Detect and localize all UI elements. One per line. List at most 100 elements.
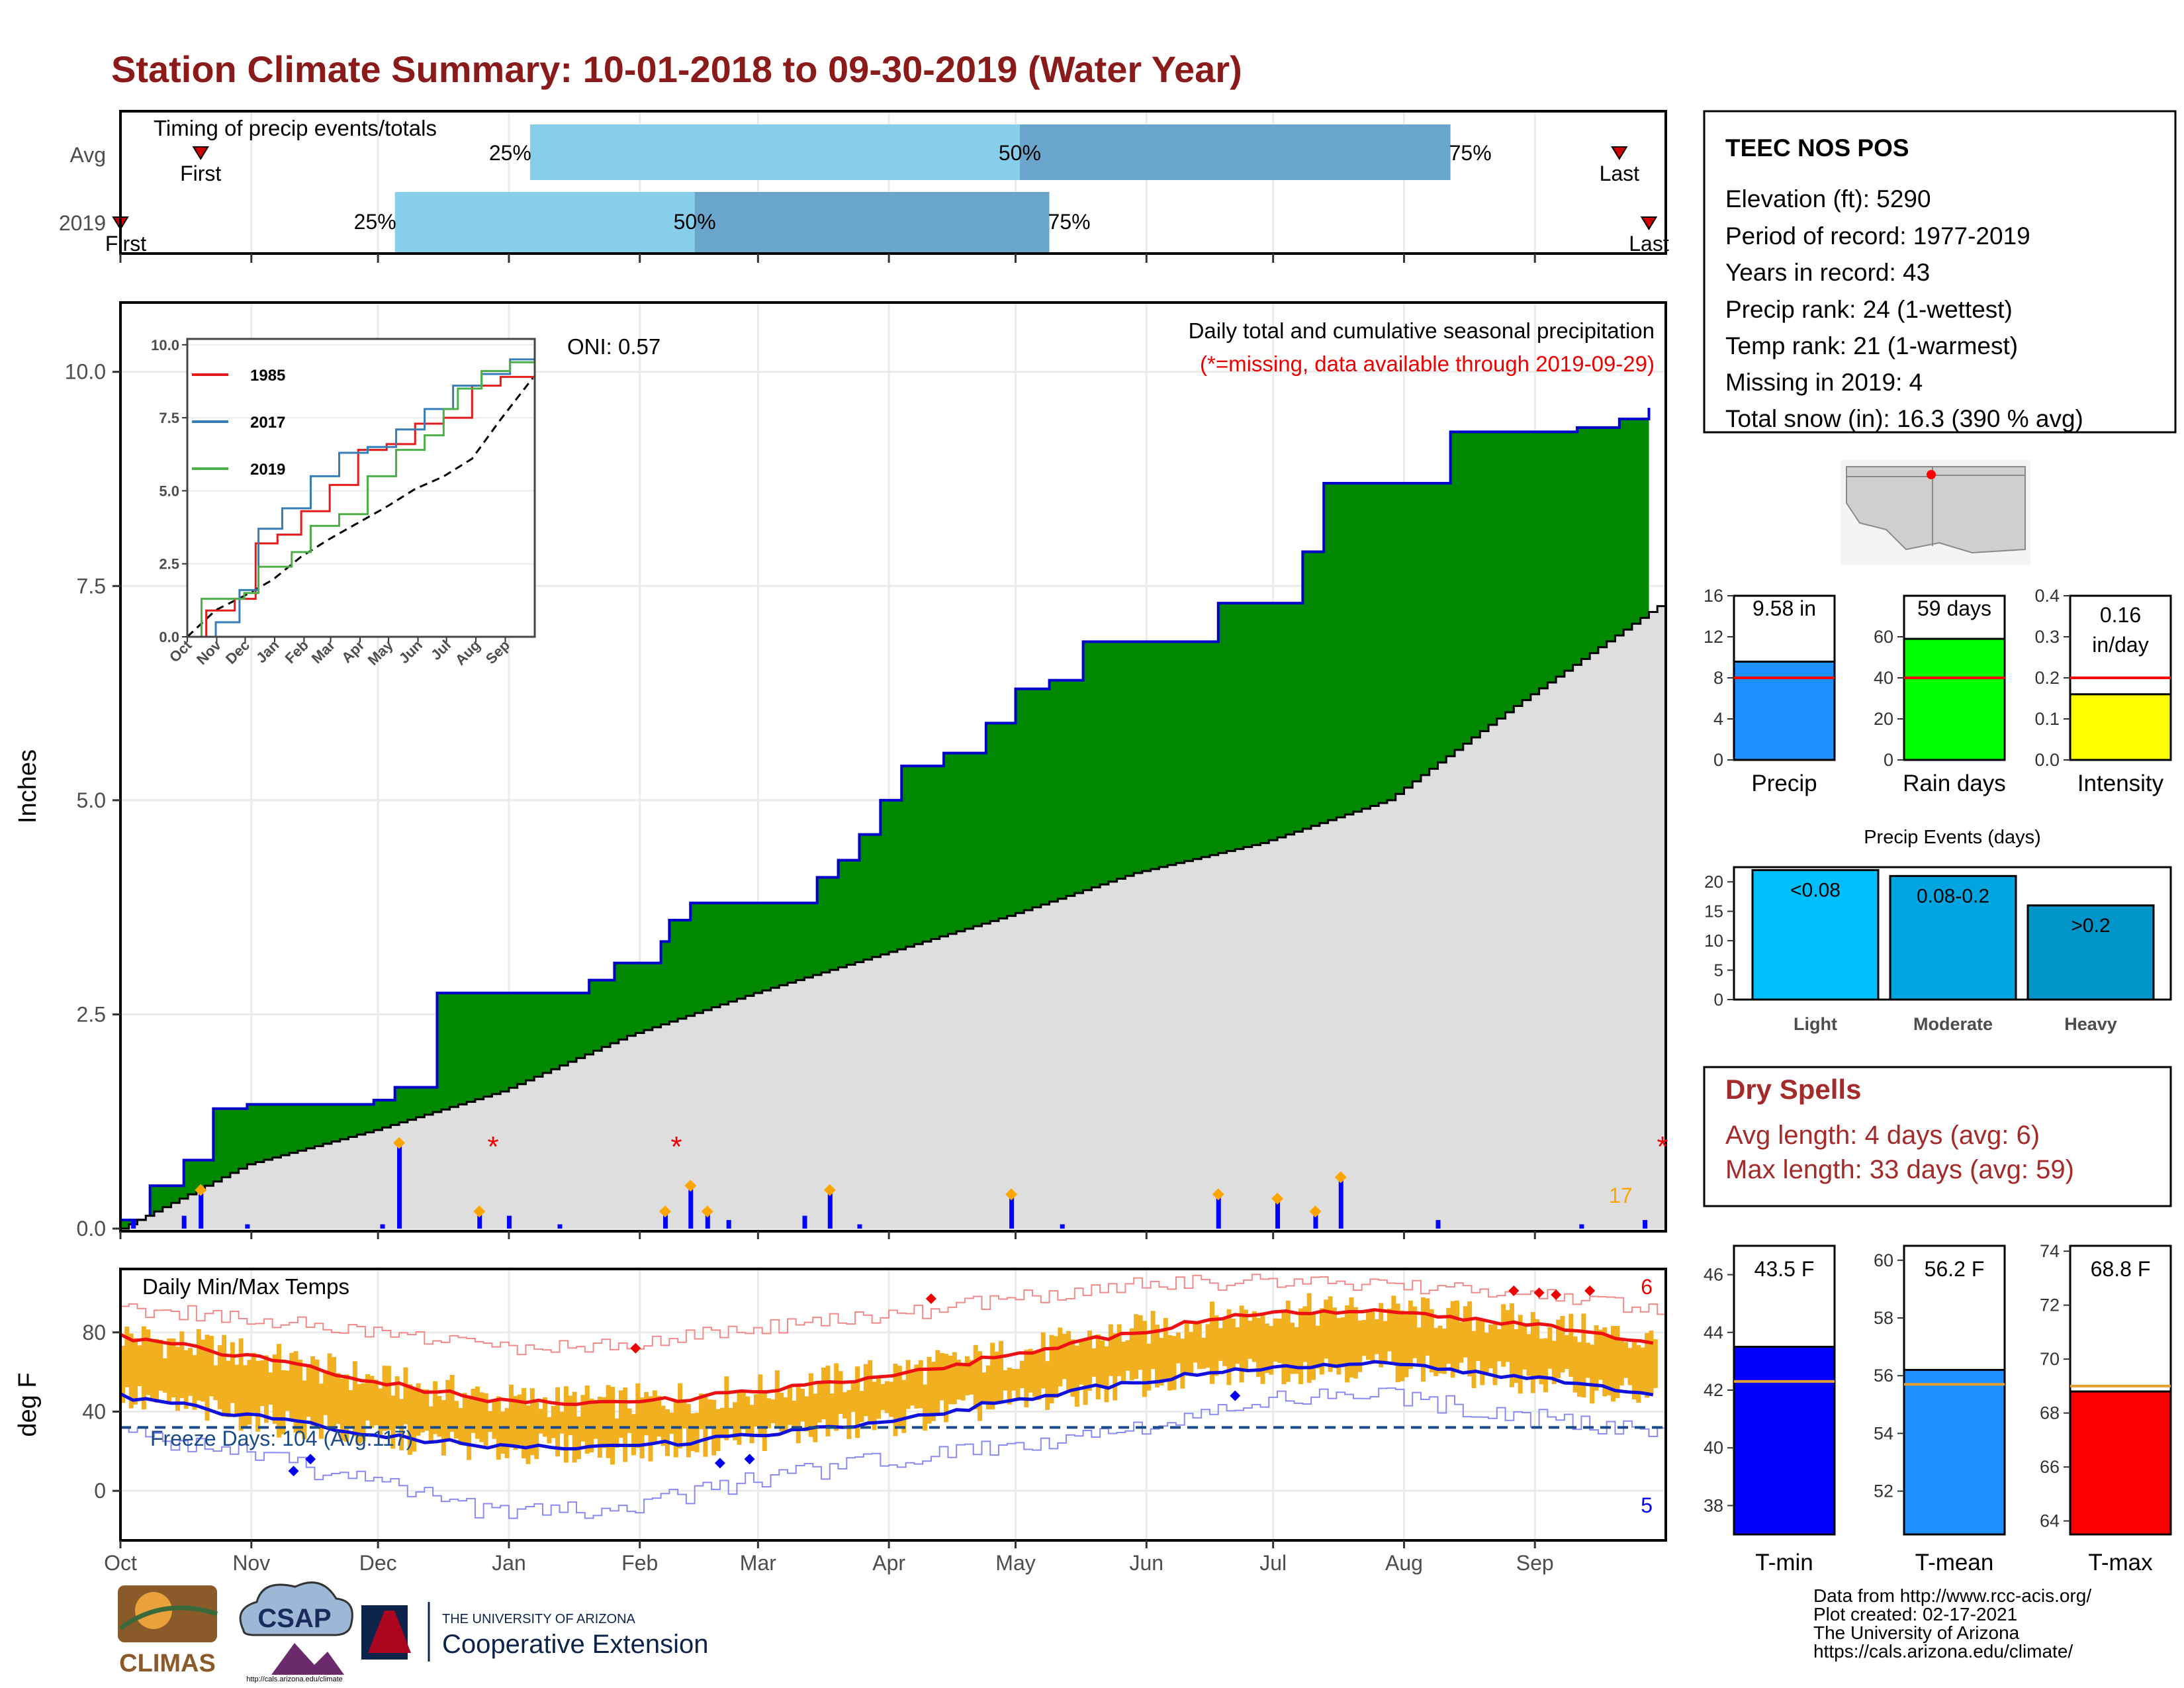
daily-temp-bar xyxy=(1383,1321,1388,1364)
daily-precip-bar xyxy=(827,1190,833,1229)
daily-temp-bar xyxy=(923,1384,928,1431)
daily-temp-bar xyxy=(559,1411,565,1434)
daily-temp-bar xyxy=(1285,1300,1291,1382)
daily-temp-bar xyxy=(1404,1314,1409,1378)
events-bar xyxy=(1751,868,1880,1001)
inset-y-tick-label: 7.5 xyxy=(159,410,179,426)
daily-temp-bar xyxy=(855,1366,860,1438)
climas-logo-swoosh xyxy=(118,1605,218,1630)
daily-temp-bar xyxy=(1281,1311,1287,1385)
daily-temp-bar xyxy=(1306,1293,1312,1383)
summary-bar-fill xyxy=(2069,693,2172,761)
daily-temp-bar xyxy=(779,1392,784,1432)
page-title: Station Climate Summary: 10-01-2018 to 0… xyxy=(111,48,1242,90)
daily-temp-bar xyxy=(627,1408,632,1433)
daily-temp-bar xyxy=(508,1384,514,1448)
daily-temp-bar xyxy=(222,1335,227,1417)
daily-temp-bar xyxy=(783,1397,788,1434)
daily-temp-bar xyxy=(542,1397,547,1437)
events-bar-value: >0.2 xyxy=(2071,915,2110,937)
daily-temp-bar xyxy=(618,1390,623,1438)
daily-temp-bar xyxy=(352,1361,357,1437)
daily-temp-bar xyxy=(850,1380,856,1412)
daily-temp-bar xyxy=(960,1365,966,1401)
precip-y-tick-label: 10.0 xyxy=(65,360,106,384)
daily-temp-bar xyxy=(1480,1320,1485,1385)
daily-precip-bar xyxy=(1060,1224,1065,1229)
daily-temp-bar xyxy=(517,1394,522,1446)
station-years: Years in record: 43 xyxy=(1725,259,1930,286)
timing-bars: 25% 50% 75% First Last 25% 50% 75% First Last xyxy=(105,124,1669,256)
events-category-label: Light xyxy=(1794,1014,1837,1034)
daily-temp-bar xyxy=(1408,1300,1413,1370)
temp-bar-tick-label: 54 xyxy=(1874,1423,1893,1443)
daily-temp-bar xyxy=(1235,1327,1240,1364)
daily-temp-bar xyxy=(293,1351,298,1433)
daily-temp-bar xyxy=(154,1338,159,1403)
daily-temp-bar xyxy=(167,1338,172,1404)
daily-precip-bar xyxy=(726,1220,731,1229)
heavy-event-marker xyxy=(473,1205,486,1218)
last-event-marker xyxy=(1640,216,1658,230)
daily-temp-bar xyxy=(1294,1327,1299,1374)
daily-temp-bar xyxy=(1244,1309,1249,1372)
daily-temp-bar xyxy=(686,1403,691,1458)
record-high-marker xyxy=(1584,1285,1596,1296)
daily-temp-bar xyxy=(623,1387,628,1462)
daily-temp-bar xyxy=(1214,1315,1219,1376)
daily-temp-bar xyxy=(584,1385,590,1454)
precip-events-bars: 0 5 10 15 20 <0.08 Light 0.08-0.2 Moderate >0.2 He… xyxy=(1704,866,2172,1034)
daily-temp-bar xyxy=(1095,1334,1101,1399)
daily-temp-bar xyxy=(150,1338,155,1399)
daily-temp-bar xyxy=(1142,1321,1147,1397)
footer-university: The University of Arizona xyxy=(1813,1622,2020,1643)
daily-temp-bar xyxy=(1269,1326,1274,1375)
daily-temp-bar xyxy=(1530,1312,1535,1393)
daily-temp-bar xyxy=(1159,1338,1164,1385)
high-precip-count: 17 xyxy=(1609,1184,1633,1207)
daily-temp-bar xyxy=(1412,1306,1418,1358)
daily-temp-bar xyxy=(1328,1296,1333,1372)
daily-temp-bar xyxy=(969,1360,974,1395)
daily-temp-bar xyxy=(445,1380,451,1441)
temp-y-tick-label: 80 xyxy=(82,1321,106,1344)
daily-precip-bar xyxy=(557,1224,563,1229)
daily-temp-bar xyxy=(1564,1335,1569,1369)
daily-temp-bar xyxy=(652,1390,657,1442)
csap-logo: CSAP http://cals.arizona.edu/climate xyxy=(239,1581,353,1683)
daily-temp-bar xyxy=(1260,1313,1265,1384)
daily-temp-bar xyxy=(868,1360,873,1423)
daily-precip-bar xyxy=(477,1211,482,1229)
daily-temp-bar xyxy=(901,1380,907,1433)
timing-label-50: 50% xyxy=(999,141,1041,165)
daily-temp-bar xyxy=(597,1396,602,1458)
temp-bar-label: T-max xyxy=(2088,1550,2153,1575)
daily-temp-bar xyxy=(1526,1334,1531,1376)
record-high-marker xyxy=(925,1293,936,1304)
daily-temp-bar xyxy=(1636,1344,1641,1403)
summary-bar-tick-label: 0.3 xyxy=(2034,627,2060,647)
temp-bar-tick-label: 42 xyxy=(1704,1380,1723,1400)
daily-temp-bar xyxy=(1543,1338,1548,1393)
temp-y-tick-label: 40 xyxy=(82,1399,106,1423)
timing-label-25: 25% xyxy=(354,210,396,234)
daily-temp-bar xyxy=(1175,1333,1181,1364)
daily-temp-bar xyxy=(1631,1340,1637,1400)
daily-temp-bar xyxy=(416,1383,421,1436)
daily-temp-bar xyxy=(424,1389,430,1431)
daily-temp-bar xyxy=(1366,1312,1371,1360)
daily-temp-bar xyxy=(1653,1339,1658,1388)
daily-temp-bar xyxy=(1222,1319,1228,1366)
daily-temp-bar xyxy=(281,1370,286,1434)
daily-temp-bar xyxy=(272,1354,277,1424)
daily-temp-bar xyxy=(1163,1317,1168,1381)
daily-temp-bar xyxy=(1315,1325,1320,1369)
daily-temp-bar xyxy=(141,1326,146,1410)
timing-bar-25-50 xyxy=(529,124,1020,180)
daily-temp-bar xyxy=(788,1385,792,1425)
events-tick-label: 15 xyxy=(1704,902,1723,921)
inset-legend: 1985 2017 2019 xyxy=(192,367,285,479)
daily-temp-bar xyxy=(737,1390,742,1445)
daily-temp-bar xyxy=(1171,1336,1177,1390)
daily-temp-bar xyxy=(792,1401,797,1427)
